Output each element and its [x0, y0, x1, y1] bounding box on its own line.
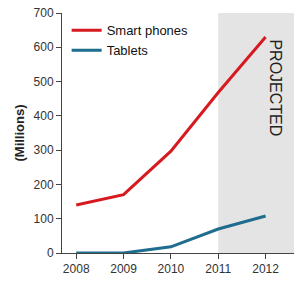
- svg-text:2008: 2008: [63, 262, 90, 276]
- svg-text:600: 600: [34, 40, 54, 54]
- svg-text:400: 400: [34, 109, 54, 123]
- svg-text:2009: 2009: [110, 262, 137, 276]
- svg-text:0: 0: [47, 246, 54, 260]
- svg-text:2012: 2012: [252, 262, 279, 276]
- svg-text:700: 700: [34, 6, 54, 20]
- svg-text:2010: 2010: [158, 262, 185, 276]
- svg-text:Smart phones: Smart phones: [107, 23, 188, 38]
- svg-text:Tablets: Tablets: [107, 43, 149, 58]
- svg-text:2011: 2011: [205, 262, 231, 276]
- svg-text:200: 200: [34, 178, 54, 192]
- svg-text:(Millions): (Millions): [12, 104, 27, 161]
- svg-text:100: 100: [34, 212, 54, 226]
- svg-text:PROJECTED: PROJECTED: [267, 39, 284, 136]
- svg-text:300: 300: [34, 143, 54, 157]
- svg-text:500: 500: [34, 75, 54, 89]
